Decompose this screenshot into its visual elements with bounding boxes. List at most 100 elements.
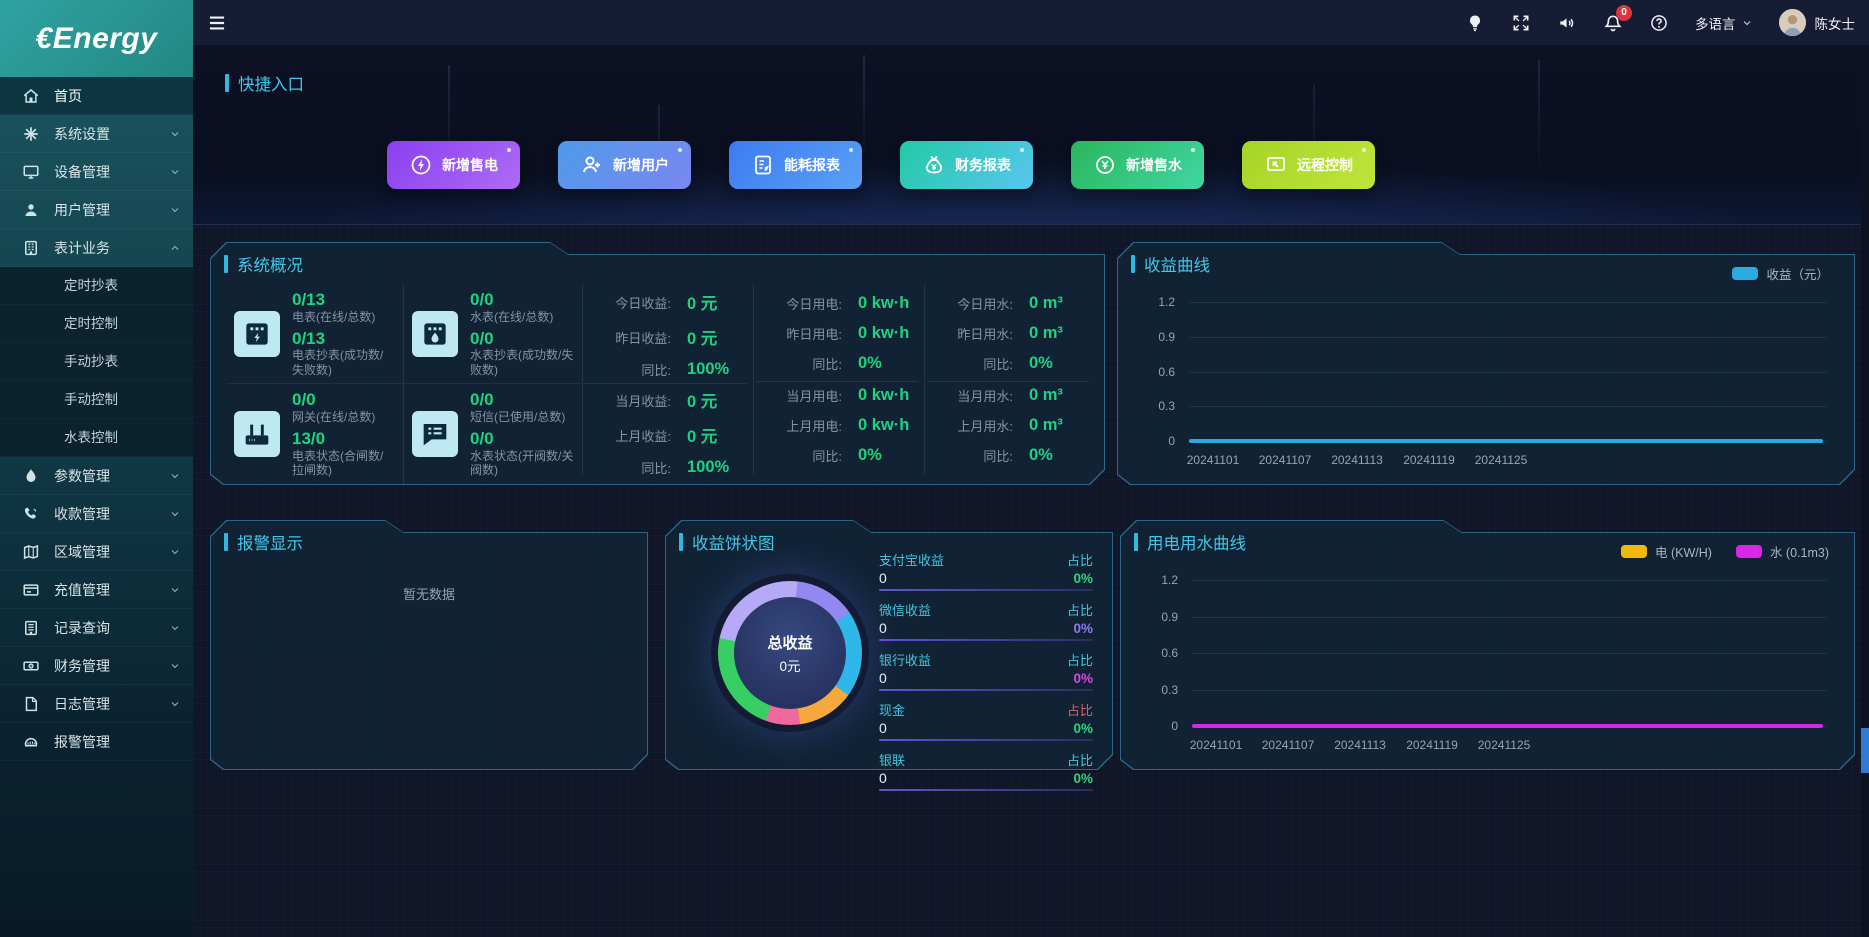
stat-label: 同比: <box>983 357 1013 372</box>
help-icon[interactable] <box>1649 13 1669 33</box>
x-axis-labels: 20241101 20241107 20241113 20241119 20241125 <box>1177 453 1537 467</box>
stat-value: 0 kw·h <box>858 416 910 434</box>
sidebar: €Energy 首页 系统设置 设备管理 用户管理 表计业务 定时抄表 定时控制 手动抄表 手动… <box>0 0 193 937</box>
sidebar-subitem-4[interactable]: 水表控制 <box>0 419 193 457</box>
sidebar-item-12[interactable]: 报警管理 <box>0 723 193 761</box>
sidebar-item-0[interactable]: 首页 <box>0 77 193 115</box>
x-axis-tick: 20241125 <box>1474 453 1528 467</box>
chevron-down-icon <box>169 470 181 482</box>
pie-row-ratio: 0% <box>1073 721 1093 736</box>
chevron-down-icon <box>169 508 181 520</box>
sidebar-item-6[interactable]: 收款管理 <box>0 495 193 533</box>
gateway-icon <box>234 410 280 457</box>
gridline <box>1192 580 1827 581</box>
stat-row: 今日用水: 0 m³ <box>927 294 1089 313</box>
meter-label: 电表抄表(成功数/失败数) <box>292 348 384 377</box>
chart-plot-area[interactable]: 1.2 0.9 0.6 0.3 0 20241101 20241107 20241113 202… <box>1137 295 1827 467</box>
meter-label: 水表(在线/总数) <box>470 309 554 324</box>
sidebar-item-label: 设备管理 <box>54 163 110 180</box>
revenue-curve-title: 收益曲线 <box>1131 252 1210 276</box>
chevron-down-icon <box>169 698 181 710</box>
sound-icon[interactable] <box>1557 13 1577 33</box>
y-axis-tick: 0.9 <box>1158 329 1175 344</box>
language-switcher[interactable]: 多语言 <box>1695 13 1753 33</box>
chevron-down-icon <box>1741 17 1753 29</box>
user-menu[interactable]: 陈女士 <box>1778 9 1855 36</box>
menu-toggle-icon[interactable] <box>207 13 227 33</box>
chart-plot-area[interactable]: 1.2 0.9 0.6 0.3 0 20241101 20241107 20241113 202… <box>1140 573 1827 752</box>
stat-label: 上月收益: <box>615 428 671 444</box>
stat-value: 0 元 <box>687 330 718 348</box>
sidebar-item-label: 首页 <box>54 87 82 104</box>
sidebar-item-4[interactable]: 表计业务 <box>0 229 193 267</box>
stat-row: 上月用电: 0 kw·h <box>756 416 918 435</box>
legend-item[interactable]: 电 (KW/H) <box>1621 542 1712 561</box>
x-axis-tick: 20241107 <box>1258 453 1312 467</box>
meter-value: 0/0 <box>470 429 494 449</box>
sidebar-item-2[interactable]: 设备管理 <box>0 153 193 191</box>
sidebar-subitem-1[interactable]: 定时控制 <box>0 305 193 343</box>
bell-icon[interactable]: 0 <box>1603 4 1632 33</box>
x-axis-labels: 20241101 20241107 20241113 20241119 20241125 <box>1180 738 1540 752</box>
scrollbar-thumb[interactable] <box>1861 728 1869 773</box>
stat-label: 同比: <box>641 363 671 378</box>
meter-label: 水表抄表(成功数/失败数) <box>470 348 574 377</box>
system-overview-panel: 系统概况 0/13 电表(在线/总数) 0/13 电表抄表(成功数/失败数) 0/0 水表… <box>210 240 1105 485</box>
legend-label: 水 (0.1m3) <box>1769 546 1829 560</box>
sidebar-item-10[interactable]: 财务管理 <box>0 647 193 685</box>
legend-item[interactable]: 收益（元） <box>1732 264 1829 283</box>
sidebar-item-11[interactable]: 日志管理 <box>0 685 193 723</box>
sidebar-subitem-2[interactable]: 手动抄表 <box>0 343 193 381</box>
quick-button-0[interactable]: 新增售电 <box>387 141 520 189</box>
sidebar-item-3[interactable]: 用户管理 <box>0 191 193 229</box>
pie-row-value: 0 <box>879 670 887 686</box>
param-icon <box>22 467 40 485</box>
x-axis-tick: 20241101 <box>1186 453 1240 467</box>
sidebar-subitem-0[interactable]: 定时抄表 <box>0 267 193 305</box>
revenue-pie-title: 收益饼状图 <box>679 530 775 554</box>
legend-item[interactable]: 水 (0.1m3) <box>1735 542 1829 561</box>
meter-icon <box>22 239 40 257</box>
sidebar-item-8[interactable]: 充值管理 <box>0 571 193 609</box>
revenue-curve-panel: 收益曲线 收益（元） 1.2 0.9 0.6 0.3 0 20241101 20241107 2… <box>1117 240 1855 485</box>
bulb-icon[interactable] <box>1465 13 1485 33</box>
pie-legend-row-1: 微信收益 占比 0 0% <box>879 600 1093 641</box>
scrollbar-track[interactable] <box>1861 45 1869 937</box>
stat-value: 0 m³ <box>1029 416 1063 434</box>
panel-bg <box>211 519 647 769</box>
y-axis-tick: 0.3 <box>1158 399 1175 414</box>
sidebar-subitem-3[interactable]: 手动控制 <box>0 381 193 419</box>
chevron-down-icon <box>169 622 181 634</box>
usage-curve-panel: 用电用水曲线 电 (KW/H) 水 (0.1m3) 1.2 0.9 0.6 0.3 0 202… <box>1120 518 1855 770</box>
stat-label: 当月用电: <box>786 389 842 404</box>
meter-cell-1: 0/0 水表(在线/总数) 0/0 水表抄表(成功数/失败数) <box>404 284 582 385</box>
stat-value: 0 元 <box>687 393 718 411</box>
quick-button-3[interactable]: 财务报表 <box>900 141 1033 189</box>
x-axis-tick: 20241119 <box>1406 738 1458 752</box>
fullscreen-icon[interactable] <box>1511 13 1531 33</box>
stat-row: 同比: 100% <box>585 360 747 379</box>
stat-label: 昨日收益: <box>615 330 671 346</box>
stat-value: 0% <box>1029 446 1053 464</box>
title-accent-bar <box>225 74 229 92</box>
notification-badge: 0 <box>1616 4 1632 21</box>
stat-value: 100% <box>687 458 730 476</box>
stat-label: 昨日用电: <box>786 327 842 342</box>
quick-button-5[interactable]: 远程控制 <box>1242 141 1375 189</box>
quick-button-4[interactable]: 新增售水 <box>1071 141 1204 189</box>
meter-label: 短信(已使用/总数) <box>470 409 566 424</box>
quick-button-2[interactable]: 能耗报表 <box>729 141 862 189</box>
sidebar-item-1[interactable]: 系统设置 <box>0 115 193 153</box>
quick-button-1[interactable]: 新增用户 <box>558 141 691 189</box>
avatar[interactable] <box>1778 9 1806 36</box>
gridline <box>1192 616 1827 618</box>
pie-center-label: 总收益 <box>767 634 813 652</box>
chevron-down-icon <box>169 166 181 178</box>
topbar-actions: 0 多语言 陈女士 <box>1465 4 1855 36</box>
sidebar-item-9[interactable]: 记录查询 <box>0 609 193 647</box>
sidebar-item-5[interactable]: 参数管理 <box>0 457 193 495</box>
stat-column-0: 今日收益: 0 元昨日收益: 0 元同比: 100% 当月收益: 0 元上月收益: 0 元同… <box>582 284 753 476</box>
sidebar-item-7[interactable]: 区域管理 <box>0 533 193 571</box>
stat-row: 同比: 0% <box>927 446 1089 465</box>
meter-value: 0/0 <box>470 390 494 410</box>
